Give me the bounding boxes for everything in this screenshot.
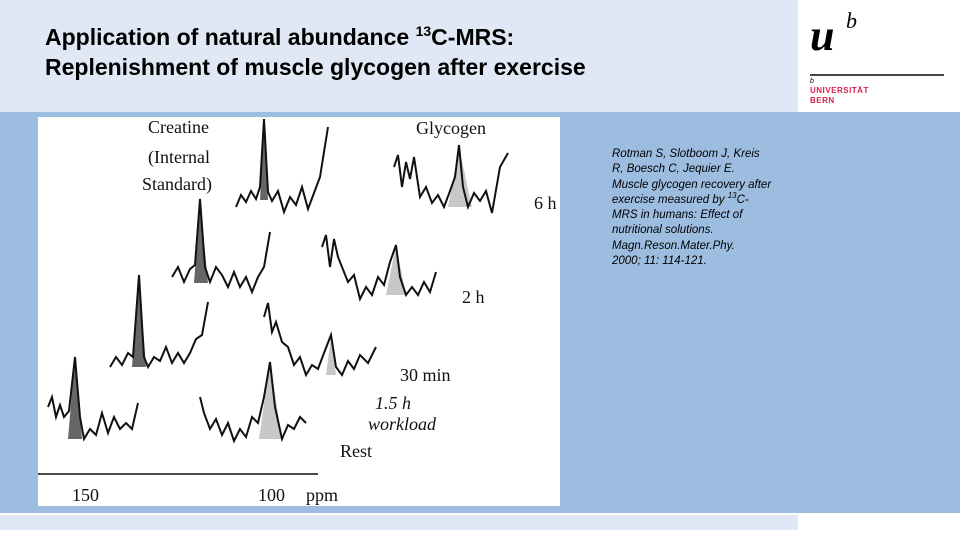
reference-line: nutritional solutions.	[612, 224, 714, 237]
logo-text: UNIVERSITÄT BERN	[810, 86, 869, 106]
time-label-6h: 6 h	[534, 193, 557, 213]
footer-band	[0, 515, 798, 530]
reference-line: Magn.Reson.Mater.Phy.	[612, 239, 735, 252]
spectrum-glycogen-2h	[321, 234, 437, 302]
creatine-peak-6h	[260, 120, 268, 200]
reference-line: exercise measured by 13C-	[612, 191, 802, 208]
rest-label: Rest	[340, 441, 373, 461]
reference-line: MRS in humans: Effect of	[612, 209, 743, 222]
logo-small-b: b	[810, 78, 814, 85]
creatine-label: (Internal	[148, 147, 210, 167]
reference-text: exercise measured by	[612, 193, 728, 206]
creatine-label: Creatine	[148, 117, 209, 137]
glycogen-peak-30min	[326, 337, 336, 375]
time-label-2h: 2 h	[462, 287, 485, 307]
reference-superscript: 13	[727, 191, 737, 201]
reference-line: Muscle glycogen recovery after	[612, 178, 772, 191]
title-text: Application of natural abundance	[45, 24, 416, 50]
creatine-peak-rest	[68, 357, 82, 439]
title-text: C-MRS:	[431, 24, 515, 50]
spectrum-creatine-2h	[171, 198, 271, 295]
spectra-figure: Creatine (Internal Standard) Glycogen 6 …	[38, 117, 560, 506]
reference-line: Rotman S, Slotboom J, Kreis	[612, 148, 760, 160]
slide-title: Application of natural abundance 13C-MRS…	[45, 22, 586, 82]
logo-text-line: BERN	[810, 96, 835, 105]
title-superscript: 13	[415, 23, 432, 39]
spectrum-glycogen-6h	[393, 144, 509, 214]
reference-line: 2000; 11: 114-121.	[612, 255, 707, 268]
spectrum-creatine-rest	[47, 356, 139, 442]
glycogen-peak-6h	[448, 147, 472, 207]
logo-mark-sup: b	[846, 8, 857, 33]
spectrum-glycogen-30min	[263, 302, 377, 378]
title-line-1: Application of natural abundance 13C-MRS…	[45, 22, 586, 52]
title-line-2: Replenishment of muscle glycogen after e…	[45, 54, 586, 80]
reference-citation: Rotman S, Slotboom J, Kreis R, Boesch C,…	[612, 147, 802, 269]
creatine-label: Standard)	[142, 174, 212, 194]
axis-tick-150: 150	[72, 485, 99, 505]
logo-text-line: UNIVERSITÄT	[810, 86, 869, 95]
logo-divider	[810, 74, 944, 76]
workload-label: 1.5 h	[375, 393, 411, 413]
axis-tick-100: 100	[258, 485, 285, 505]
glycogen-peak-rest	[259, 362, 282, 439]
axis-unit: ppm	[306, 485, 339, 505]
title-band	[0, 0, 798, 112]
reference-line: R, Boesch C, Jequier E.	[612, 163, 735, 176]
spectrum-creatine-30min	[109, 274, 209, 370]
time-label-30min: 30 min	[400, 365, 451, 385]
university-logo: u b b UNIVERSITÄT BERN	[808, 8, 948, 108]
spectra-svg	[38, 118, 509, 475]
glycogen-label: Glycogen	[416, 118, 486, 138]
workload-label: workload	[368, 414, 437, 434]
spectrum-glycogen-rest	[199, 361, 307, 444]
reference-text: C-	[736, 193, 749, 206]
logo-mark: u	[810, 11, 835, 60]
spectrum-creatine-6h	[235, 118, 329, 216]
